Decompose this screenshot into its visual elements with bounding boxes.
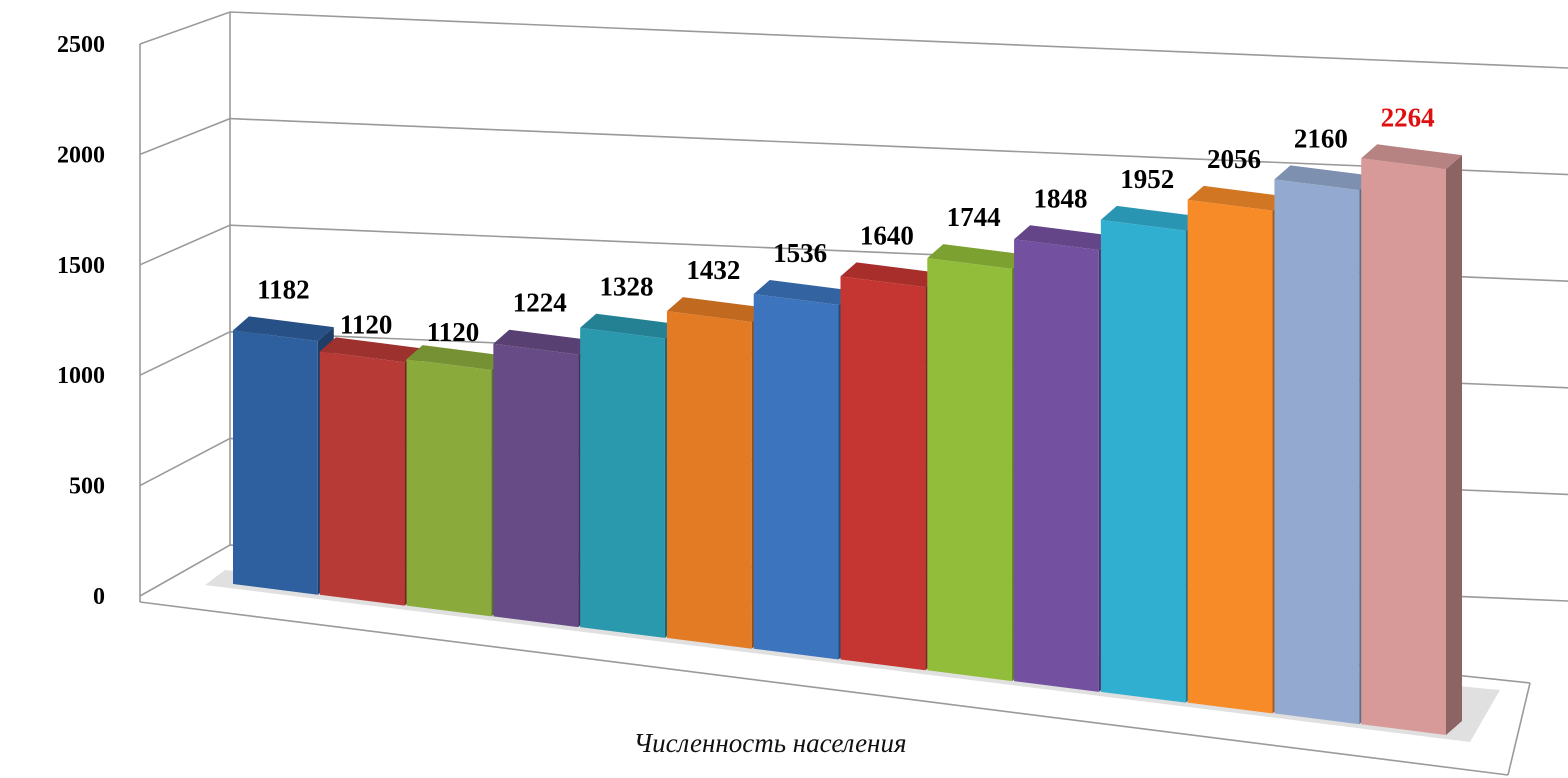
y-tick-label: 2000 (57, 142, 105, 168)
data-label: 1536 (773, 238, 827, 268)
bar (233, 316, 334, 595)
bar (840, 262, 942, 671)
data-label: 1224 (513, 288, 567, 318)
bar-front (1361, 158, 1446, 736)
bar-front (580, 327, 665, 638)
y-tick-label: 0 (93, 584, 105, 610)
data-label: 1952 (1120, 164, 1174, 194)
bar (1187, 185, 1289, 714)
bar-top (1274, 165, 1376, 191)
y-tick-label: 1000 (57, 363, 105, 389)
data-label: 2160 (1294, 123, 1348, 153)
data-label: 2264 (1381, 102, 1435, 132)
bar-top (1014, 225, 1115, 251)
floor-front-edge (139, 601, 1509, 776)
bar (1014, 225, 1115, 692)
bar-side (1446, 155, 1462, 735)
y-tick-label: 500 (69, 474, 105, 500)
data-labels: 1182 1120 1120 1224 1328 1432 1536 1640 1744 1848… (257, 102, 1434, 347)
gridline (139, 117, 1568, 176)
bar-front (233, 330, 318, 595)
bar (753, 280, 855, 660)
bar-front (1274, 179, 1360, 725)
bar-top (1361, 144, 1462, 170)
bar-top (580, 313, 681, 339)
data-label: 1120 (340, 309, 393, 339)
bar (493, 329, 595, 628)
bar (319, 337, 421, 606)
x-axis-title: Численность населения (633, 728, 906, 758)
gridline (139, 11, 1568, 69)
bar-top (753, 280, 855, 305)
bar-front (666, 311, 752, 649)
bars (233, 144, 1462, 736)
bar-front (406, 359, 492, 617)
bar-front (753, 294, 839, 660)
bar-front (927, 258, 1013, 682)
bar-front (493, 343, 579, 628)
bar (927, 244, 1029, 682)
bar-front (1187, 199, 1273, 714)
data-label: 1432 (686, 255, 740, 285)
bar-front (1100, 219, 1186, 703)
y-tick-label: 2500 (57, 32, 105, 58)
bar-front (319, 351, 405, 606)
bar-top (1100, 205, 1202, 231)
bar (666, 297, 768, 649)
floor-right-edge (1507, 682, 1531, 776)
y-tick-label: 1500 (57, 253, 105, 279)
bar-top (666, 297, 768, 322)
data-label: 1328 (600, 272, 654, 302)
data-label: 1120 (427, 317, 480, 347)
data-label: 1182 (257, 274, 310, 304)
bar-top (406, 345, 508, 370)
bar-top (233, 316, 334, 342)
y-axis-tick-labels: 0 500 1000 1500 2000 2500 (57, 32, 105, 610)
bar-front (840, 276, 926, 671)
bar (406, 345, 508, 617)
data-label: 1640 (860, 220, 914, 250)
bar-top (319, 337, 421, 363)
bar-front (1014, 239, 1099, 692)
bar-top (1187, 185, 1289, 211)
bar (1361, 144, 1462, 736)
bar (1100, 205, 1202, 703)
bar (580, 313, 681, 638)
data-label: 2056 (1207, 144, 1261, 174)
data-label: 1848 (1033, 183, 1087, 213)
bar-top (840, 262, 942, 288)
bar (1274, 165, 1376, 725)
bar-top (927, 244, 1029, 269)
data-label: 1744 (947, 202, 1001, 232)
bar-top (493, 329, 595, 355)
